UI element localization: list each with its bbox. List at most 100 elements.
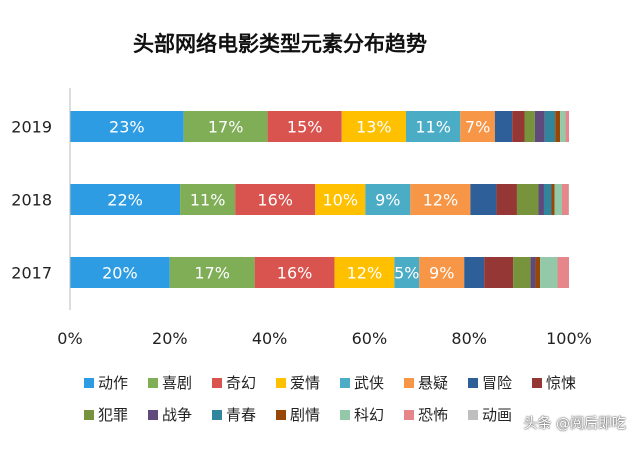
legend-swatch (276, 409, 286, 420)
legend-label: 恐怖 (418, 406, 449, 424)
bar-segment (460, 111, 495, 142)
legend-item: 奇幻 (212, 372, 276, 393)
legend-label: 喜剧 (162, 374, 193, 392)
data-label: 9% (375, 191, 400, 210)
legend-label: 武侠 (354, 374, 385, 392)
data-label: 16% (277, 264, 313, 283)
bar-segment (555, 111, 561, 142)
data-label: 20% (102, 264, 138, 283)
bar-segment (538, 184, 544, 215)
legend-swatch (84, 377, 94, 388)
bar-segment (235, 184, 316, 215)
bar-segment (183, 111, 268, 142)
data-label: 7% (465, 118, 490, 137)
bar-segment (267, 111, 342, 142)
bar-segment (530, 257, 536, 288)
legend-item: 恐怖 (404, 404, 468, 425)
legend-label: 悬疑 (418, 374, 449, 392)
chart-title: 头部网络电影类型元素分布趋势 (133, 32, 427, 56)
legend-label: 惊悚 (546, 374, 577, 392)
legend-swatch (148, 377, 158, 388)
bar-segment (551, 184, 555, 215)
bar-segment (341, 111, 406, 142)
legend-item: 冒险 (468, 372, 532, 393)
bar-segment (315, 184, 366, 215)
bar-segment (534, 111, 545, 142)
legend-label: 犯罪 (98, 406, 129, 424)
legend-row-1: 动作 喜剧 奇幻 爱情 武侠 悬疑 冒险 惊悚 (84, 372, 596, 393)
bar-segment (568, 184, 569, 215)
legend-item: 悬疑 (404, 372, 468, 393)
watermark: 头条 @阅后即吃 (523, 416, 626, 432)
data-label: 10% (322, 191, 358, 210)
bar-segment (565, 111, 569, 142)
bar-segment (561, 184, 569, 215)
bar-segment (70, 184, 181, 215)
legend-item: 青春 (212, 404, 276, 425)
x-tick-label: 80% (451, 329, 487, 348)
legend-swatch (340, 409, 350, 420)
bar-segment (560, 111, 566, 142)
legend-label: 冒险 (482, 374, 513, 392)
legend-label: 奇幻 (226, 374, 257, 392)
bar-segment (524, 111, 535, 142)
data-label: 17% (194, 264, 230, 283)
bar-segment (470, 184, 497, 215)
bar-segment (512, 111, 525, 142)
data-label: 12% (347, 264, 383, 283)
legend-swatch (532, 377, 542, 388)
bar-segment (513, 257, 531, 288)
bar-segment (464, 257, 485, 288)
data-label: 23% (109, 118, 145, 137)
legend-swatch (212, 409, 222, 420)
bar-segment (496, 184, 517, 215)
bar-segment (405, 111, 461, 142)
legend-item: 动作 (84, 372, 148, 393)
bar-segment (554, 184, 562, 215)
data-label: 9% (429, 264, 454, 283)
data-label: 5% (394, 264, 419, 283)
legend-swatch (468, 409, 478, 420)
legend-item: 动画 (468, 404, 532, 425)
bar-segment (254, 257, 335, 288)
bar-segment (169, 257, 255, 288)
bar-segment (180, 184, 236, 215)
legend-swatch (468, 377, 478, 388)
legend-item: 爱情 (276, 372, 340, 393)
bar-segment (557, 257, 569, 288)
y-tick-label: 2019 (11, 118, 52, 137)
legend-row-2: 犯罪 战争 青春 剧情 科幻 恐怖 动画 (84, 404, 532, 425)
x-tick-label: 0% (57, 329, 82, 348)
y-tick-label: 2018 (11, 191, 52, 210)
bar-segment (365, 184, 411, 215)
data-label: 12% (423, 191, 459, 210)
bar-segment (543, 184, 552, 215)
legend-swatch (404, 409, 414, 420)
data-label: 17% (208, 118, 244, 137)
legend-item: 喜剧 (148, 372, 212, 393)
x-tick-label: 20% (152, 329, 188, 348)
legend-item: 战争 (148, 404, 212, 425)
legend-label: 动作 (98, 374, 129, 392)
bar-segment (70, 257, 170, 288)
legend-label: 青春 (226, 406, 257, 424)
bar-segment (419, 257, 465, 288)
bar-segment (410, 184, 471, 215)
legend-swatch (404, 377, 414, 388)
legend-label: 剧情 (290, 406, 321, 424)
x-tick-label: 60% (352, 329, 388, 348)
legend-label: 战争 (162, 406, 193, 424)
legend-item: 犯罪 (84, 404, 148, 425)
legend-swatch (276, 377, 286, 388)
bar-segment (394, 257, 420, 288)
data-label: 11% (190, 191, 226, 210)
x-tick-label: 40% (252, 329, 288, 348)
bar-segment (494, 111, 513, 142)
legend-swatch (212, 377, 222, 388)
bar-segment (70, 111, 184, 142)
bar-segment (516, 184, 539, 215)
legend-label: 爱情 (290, 374, 321, 392)
legend-swatch (340, 377, 350, 388)
legend-swatch (84, 409, 94, 420)
